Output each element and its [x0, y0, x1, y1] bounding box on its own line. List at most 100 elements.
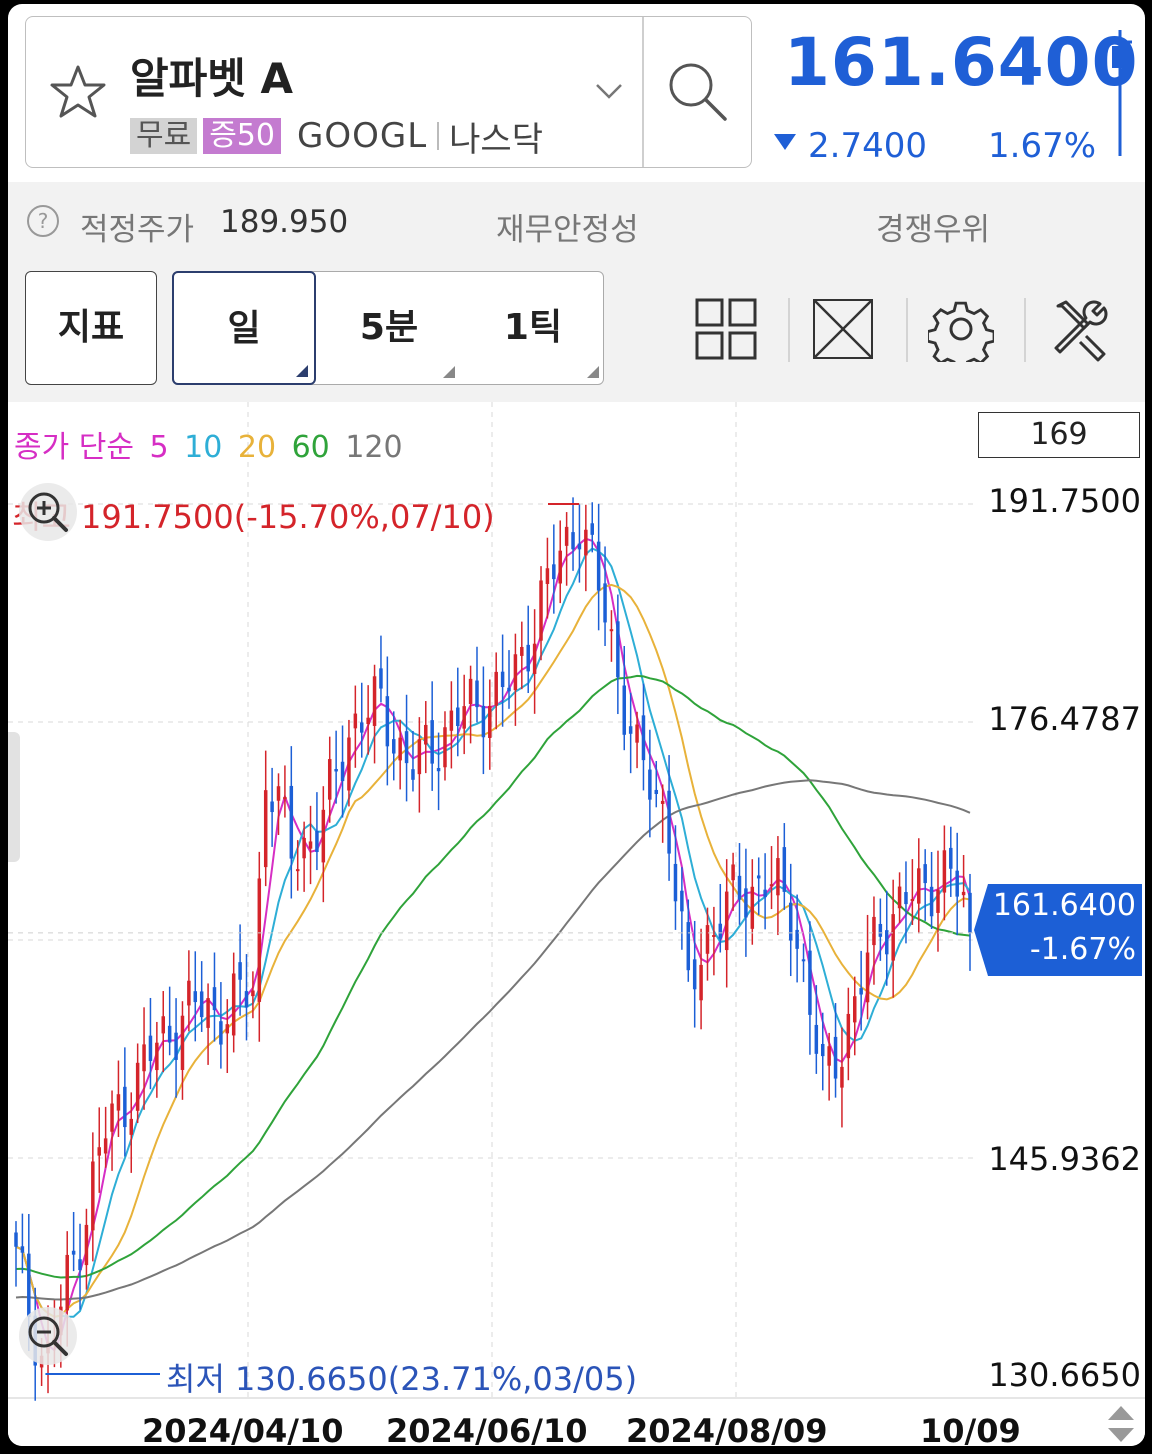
- candle-down: [904, 892, 908, 905]
- candle-up: [129, 1118, 133, 1135]
- candle-down: [654, 789, 659, 795]
- axis-top-value[interactable]: 169: [978, 412, 1140, 458]
- candle-down: [392, 739, 396, 754]
- candle-down: [859, 988, 863, 995]
- gear-icon[interactable]: [928, 296, 994, 362]
- candle-up: [443, 727, 447, 768]
- x-axis-label: 2024/06/10: [386, 1412, 588, 1446]
- candle-down: [270, 801, 274, 813]
- star-icon[interactable]: [46, 61, 110, 125]
- candle-down: [385, 696, 390, 747]
- y-axis-label: 191.7500: [988, 482, 1141, 520]
- candle-up: [635, 724, 639, 743]
- candle-up: [308, 841, 313, 849]
- candle-up: [840, 1066, 844, 1088]
- candle-up: [65, 1254, 69, 1311]
- low-price-label: 최저 130.6650(23.71%,03/05): [166, 1360, 638, 1398]
- competitive-advantage-link[interactable]: 경쟁우위: [876, 212, 991, 248]
- candle-down: [648, 769, 652, 800]
- grid-layout-icon[interactable]: [693, 296, 759, 362]
- fair-price-label[interactable]: 적정주가: [80, 212, 195, 248]
- price-chart[interactable]: 종가 단순 5 10 20 60 120 169 191.7500 176.47…: [8, 402, 1145, 1446]
- candle-down: [123, 1086, 127, 1128]
- candle-down: [500, 671, 505, 688]
- zoom-in-icon[interactable]: [18, 482, 78, 542]
- candle-up: [846, 1013, 851, 1059]
- candle-up: [187, 980, 191, 1006]
- candle-down: [923, 864, 927, 884]
- candle-up: [942, 850, 947, 893]
- candle-down: [596, 541, 601, 591]
- candle-up: [564, 526, 569, 546]
- side-drawer-handle[interactable]: [8, 732, 20, 862]
- candle-down: [481, 705, 486, 738]
- candle-down: [795, 929, 799, 949]
- candle-down: [167, 1025, 172, 1043]
- candle-down: [929, 886, 934, 917]
- legend-ma120: 120: [345, 430, 403, 465]
- current-price: 161.6400: [784, 24, 1139, 101]
- legend-ma20: 20: [237, 430, 277, 465]
- candle-down: [692, 959, 697, 990]
- help-icon[interactable]: ?: [26, 204, 60, 238]
- candle-up: [539, 580, 543, 641]
- candle-up: [660, 800, 665, 804]
- margin-badge: 증50: [203, 118, 281, 154]
- candle-up: [532, 643, 537, 674]
- financial-stability-link[interactable]: 재무안정성: [496, 212, 639, 248]
- dropdown-corner-icon: [296, 365, 308, 377]
- candle-down: [193, 991, 198, 1003]
- candle-up: [910, 898, 915, 901]
- candle-up: [116, 1094, 121, 1111]
- candle-down: [949, 847, 953, 869]
- candle-up: [327, 759, 332, 800]
- y-axis-label: 145.9362: [988, 1140, 1141, 1178]
- stock-selector[interactable]: 알파벳 A 무료 증50 GOOGL 나스닥: [25, 16, 752, 168]
- indicator-button[interactable]: 지표: [25, 271, 157, 385]
- search-icon[interactable]: [663, 57, 733, 127]
- scroll-updown-icon[interactable]: [1104, 1404, 1138, 1444]
- candle-up: [776, 858, 780, 896]
- stock-name: 알파벳 A: [130, 54, 294, 103]
- zoom-out-icon[interactable]: [18, 1306, 78, 1366]
- y-axis-label: 130.6650: [988, 1356, 1141, 1394]
- candle-down: [526, 644, 530, 672]
- expand-icon[interactable]: [810, 296, 876, 362]
- candle-down: [577, 543, 582, 550]
- period-tick-button[interactable]: 1틱: [461, 272, 605, 384]
- ma-line-120: [15, 779, 971, 1301]
- candle-up: [110, 1103, 114, 1132]
- legend-ma10: 10: [184, 430, 223, 465]
- candle-down: [641, 715, 646, 761]
- candle-up: [263, 790, 268, 868]
- candle-down: [968, 892, 972, 933]
- candle-down: [616, 621, 620, 678]
- ma-line-20: [15, 583, 971, 1318]
- period-5min-button[interactable]: 5분: [317, 272, 461, 384]
- ticker-symbol: GOOGL: [296, 116, 428, 156]
- candle-up: [424, 724, 428, 745]
- legend-ma5: 5: [149, 430, 169, 465]
- legend-ma60: 60: [291, 430, 330, 465]
- legend-prefix: 종가 단순: [14, 430, 134, 465]
- candle-up: [520, 646, 524, 656]
- candle-up: [891, 914, 895, 961]
- x-axis-label: 2024/04/10: [142, 1412, 344, 1446]
- candlestick-chart[interactable]: [8, 402, 1145, 1446]
- candle-down: [148, 1035, 153, 1062]
- divider: [906, 298, 908, 362]
- moving-average-legend[interactable]: 종가 단순 5 10 20 60 120: [14, 422, 409, 466]
- period-day-label: 일: [227, 308, 261, 349]
- down-arrow-icon: [774, 134, 796, 150]
- candle-down: [801, 959, 806, 962]
- chevron-down-icon[interactable]: [594, 81, 624, 101]
- candle-up: [705, 925, 710, 954]
- price-change-percent: 1.67%: [988, 126, 1097, 166]
- period-day-button[interactable]: 일: [172, 271, 316, 385]
- candle-up: [712, 934, 716, 937]
- divider: [642, 17, 644, 167]
- candle-up: [180, 1015, 185, 1070]
- candle-up: [295, 869, 300, 872]
- candle-down: [430, 720, 434, 764]
- tools-icon[interactable]: [1048, 296, 1114, 362]
